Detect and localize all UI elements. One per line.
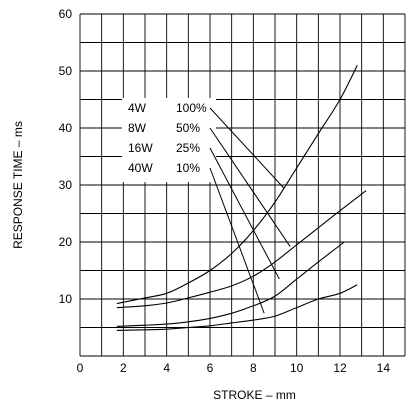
legend-leader-line — [209, 127, 291, 247]
series-line-3 — [116, 241, 345, 327]
x-tick-label: 2 — [120, 361, 127, 375]
y-tick-label: 20 — [59, 235, 73, 249]
y-tick-label: 50 — [59, 64, 73, 78]
x-tick-label: 14 — [377, 361, 391, 375]
chart-legend: 4W 100% 8W 50% 16W 25% 40W 10% — [122, 98, 291, 314]
legend-power-label: 4W — [128, 101, 147, 115]
legend-duty-label: 100% — [176, 101, 207, 115]
x-tick-label: 0 — [77, 361, 84, 375]
y-tick-label: 40 — [59, 121, 73, 135]
series-line-2 — [116, 190, 367, 309]
legend-leader-line — [209, 107, 285, 189]
legend-duty-label: 10% — [176, 161, 200, 175]
legend-leader-line — [209, 167, 265, 314]
x-axis-title: STROKE – mm — [213, 388, 296, 402]
legend-power-label: 40W — [128, 161, 153, 175]
chart-grid — [79, 13, 406, 357]
y-tick-label: 30 — [59, 178, 73, 192]
x-tick-label: 12 — [333, 361, 347, 375]
y-axis-title: RESPONSE TIME – ms — [11, 121, 25, 249]
x-tick-label: 10 — [290, 361, 304, 375]
legend-duty-label: 25% — [176, 141, 200, 155]
legend-power-label: 8W — [128, 121, 147, 135]
y-tick-label: 60 — [59, 7, 73, 21]
legend-duty-label: 50% — [176, 121, 200, 135]
chart-axes: 0 2 4 6 8 10 12 14 10 20 30 40 50 60 — [59, 7, 391, 375]
legend-background — [122, 98, 216, 182]
x-tick-label: 8 — [250, 361, 257, 375]
x-tick-label: 4 — [163, 361, 170, 375]
y-tick-label: 10 — [59, 292, 73, 306]
chart-series-group — [116, 65, 367, 331]
legend-power-label: 16W — [128, 141, 153, 155]
legend-leader-line — [209, 147, 280, 280]
series-line-1 — [116, 65, 358, 305]
series-line-4 — [116, 284, 358, 331]
x-tick-label: 6 — [207, 361, 214, 375]
